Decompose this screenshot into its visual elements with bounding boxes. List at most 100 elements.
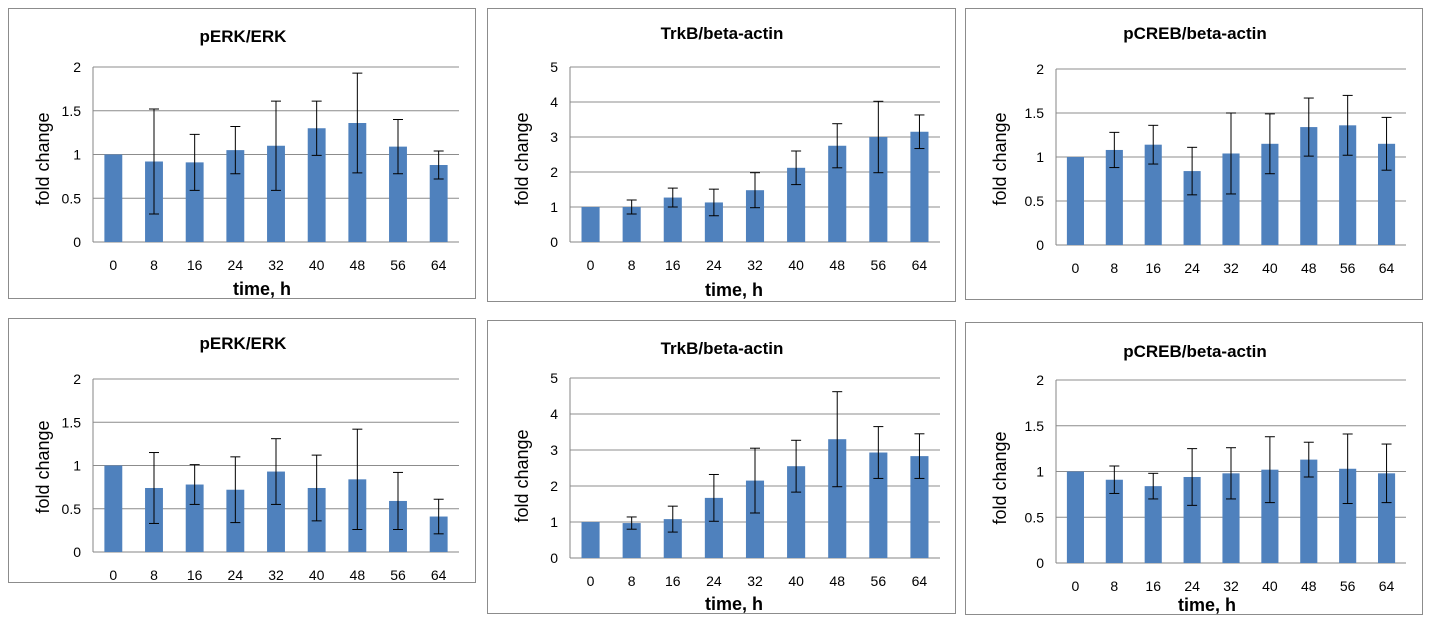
bar — [185, 162, 204, 242]
x-tick-label: 16 — [187, 567, 203, 583]
x-tick-label: 0 — [109, 567, 117, 583]
chart-title: pERK/ERK — [200, 334, 288, 353]
y-tick-label: 0.5 — [62, 190, 82, 206]
bar — [745, 480, 765, 558]
x-tick-label: 8 — [628, 257, 636, 273]
chart-title: TrkB/beta-actin — [661, 339, 784, 358]
x-tick-label: 8 — [1110, 578, 1118, 594]
bar — [622, 523, 641, 558]
bar — [1144, 486, 1162, 563]
x-tick-label: 56 — [1340, 578, 1356, 594]
bar — [226, 150, 245, 242]
y-tick-label: 0 — [550, 234, 558, 250]
y-tick-label: 1.5 — [1025, 418, 1045, 434]
x-tick-label: 32 — [1223, 260, 1239, 276]
bar — [1183, 476, 1201, 563]
y-tick-label: 1 — [1036, 149, 1044, 165]
x-tick-label: 24 — [1184, 578, 1200, 594]
x-tick-label: 16 — [1145, 260, 1161, 276]
x-tick-label: 24 — [706, 573, 722, 589]
chart-title: pCREB/beta-actin — [1123, 342, 1267, 361]
x-tick-label: 0 — [587, 573, 595, 589]
bar — [1261, 469, 1279, 563]
chart-svg: pCREB/beta-actin 0 0.5 1 1.5 2 0 8 16 24 32 40 48 56 6… — [990, 342, 1406, 615]
x-tick-label: 0 — [1072, 578, 1080, 594]
bar — [1066, 471, 1084, 563]
y-tick-label: 0 — [73, 234, 81, 250]
y-tick-label: 2 — [73, 59, 81, 75]
x-tick-label: 64 — [431, 257, 447, 273]
bar — [185, 484, 204, 552]
y-tick-label: 1 — [73, 458, 81, 474]
chart-title: pERK/ERK — [200, 27, 288, 46]
bar — [1144, 144, 1162, 245]
x-tick-label: 64 — [912, 573, 928, 589]
y-axis-label: fold change — [33, 420, 53, 513]
chart-svg: TrkB/beta-actin 0 1 2 3 4 5 0 8 16 24 32 40 48 56 64 fol… — [512, 24, 940, 300]
x-tick-label: 16 — [665, 257, 681, 273]
bar — [104, 465, 123, 552]
bar — [745, 190, 765, 242]
x-tick-label: 32 — [747, 573, 763, 589]
bar — [267, 471, 285, 552]
y-tick-label: 5 — [550, 59, 558, 75]
x-axis-label: time, h — [233, 279, 291, 299]
chart-svg: pERK/ERK 0 0.5 1 1.5 2 0 8 16 24 32 40 48 56 64 fold ch… — [33, 334, 459, 583]
bar — [1066, 157, 1084, 245]
bar — [1222, 473, 1240, 563]
x-tick-label: 56 — [390, 257, 406, 273]
bar — [910, 131, 929, 242]
x-axis-label: time, h — [705, 594, 763, 614]
bar — [787, 167, 806, 242]
x-axis-label: time, h — [705, 280, 763, 300]
y-tick-label: 5 — [550, 370, 558, 386]
y-tick-label: 3 — [550, 442, 558, 458]
bar — [429, 165, 448, 242]
bar — [869, 137, 888, 242]
x-tick-label: 56 — [1340, 260, 1356, 276]
bar — [663, 519, 682, 558]
x-tick-label: 24 — [706, 257, 722, 273]
x-tick-label: 48 — [829, 257, 845, 273]
y-tick-label: 2 — [1036, 61, 1044, 77]
y-tick-label: 0 — [550, 550, 558, 566]
bar — [1105, 479, 1123, 563]
x-tick-label: 16 — [665, 573, 681, 589]
bar — [1339, 468, 1357, 563]
x-tick-label: 64 — [431, 567, 447, 583]
bar — [1261, 143, 1279, 245]
bar — [622, 207, 641, 242]
chart-svg: pCREB/beta-actin 0 0.5 1 1.5 2 0 8 16 24 32 40 48 56 6… — [990, 24, 1406, 276]
chart-panel-perk-top: pERK/ERK 0 0.5 1 1.5 2 0 8 16 24 32 40 48 56 64 fold ch… — [8, 8, 476, 299]
chart-panel-trkb-bottom: TrkB/beta-actin 0 1 2 3 4 5 0 8 16 24 32 40 48 56 64 fol… — [487, 320, 956, 614]
bar — [104, 154, 123, 242]
x-tick-label: 56 — [390, 567, 406, 583]
y-tick-label: 2 — [1036, 372, 1044, 388]
y-tick-label: 0 — [73, 544, 81, 560]
y-axis-label: fold change — [990, 431, 1010, 524]
y-tick-label: 1 — [550, 514, 558, 530]
bar — [1183, 171, 1201, 245]
y-tick-label: 0 — [1036, 555, 1044, 571]
x-tick-label: 64 — [1379, 260, 1395, 276]
y-axis-label: fold change — [33, 112, 53, 205]
bar — [910, 456, 929, 558]
bar — [267, 145, 285, 242]
x-tick-label: 48 — [350, 567, 366, 583]
y-tick-label: 0.5 — [1025, 509, 1045, 525]
x-tick-label: 56 — [871, 257, 887, 273]
x-tick-label: 40 — [309, 567, 325, 583]
y-tick-label: 1 — [550, 199, 558, 215]
x-tick-label: 8 — [150, 257, 158, 273]
x-tick-label: 0 — [587, 257, 595, 273]
x-tick-label: 16 — [1145, 578, 1161, 594]
chart-panel-pcreb-bottom: pCREB/beta-actin 0 0.5 1 1.5 2 0 8 16 24 32 40 48 56 6… — [965, 322, 1423, 615]
chart-panel-trkb-top: TrkB/beta-actin 0 1 2 3 4 5 0 8 16 24 32 40 48 56 64 fol… — [487, 8, 956, 302]
y-axis-label: fold change — [512, 429, 532, 522]
x-tick-label: 32 — [1223, 578, 1239, 594]
x-tick-label: 64 — [1379, 578, 1395, 594]
y-axis-label: fold change — [990, 112, 1010, 205]
chart-svg: pERK/ERK 0 0.5 1 1.5 2 0 8 16 24 32 40 48 56 64 fold ch… — [33, 27, 459, 299]
y-tick-label: 1.5 — [62, 414, 82, 430]
x-tick-label: 8 — [1110, 260, 1118, 276]
